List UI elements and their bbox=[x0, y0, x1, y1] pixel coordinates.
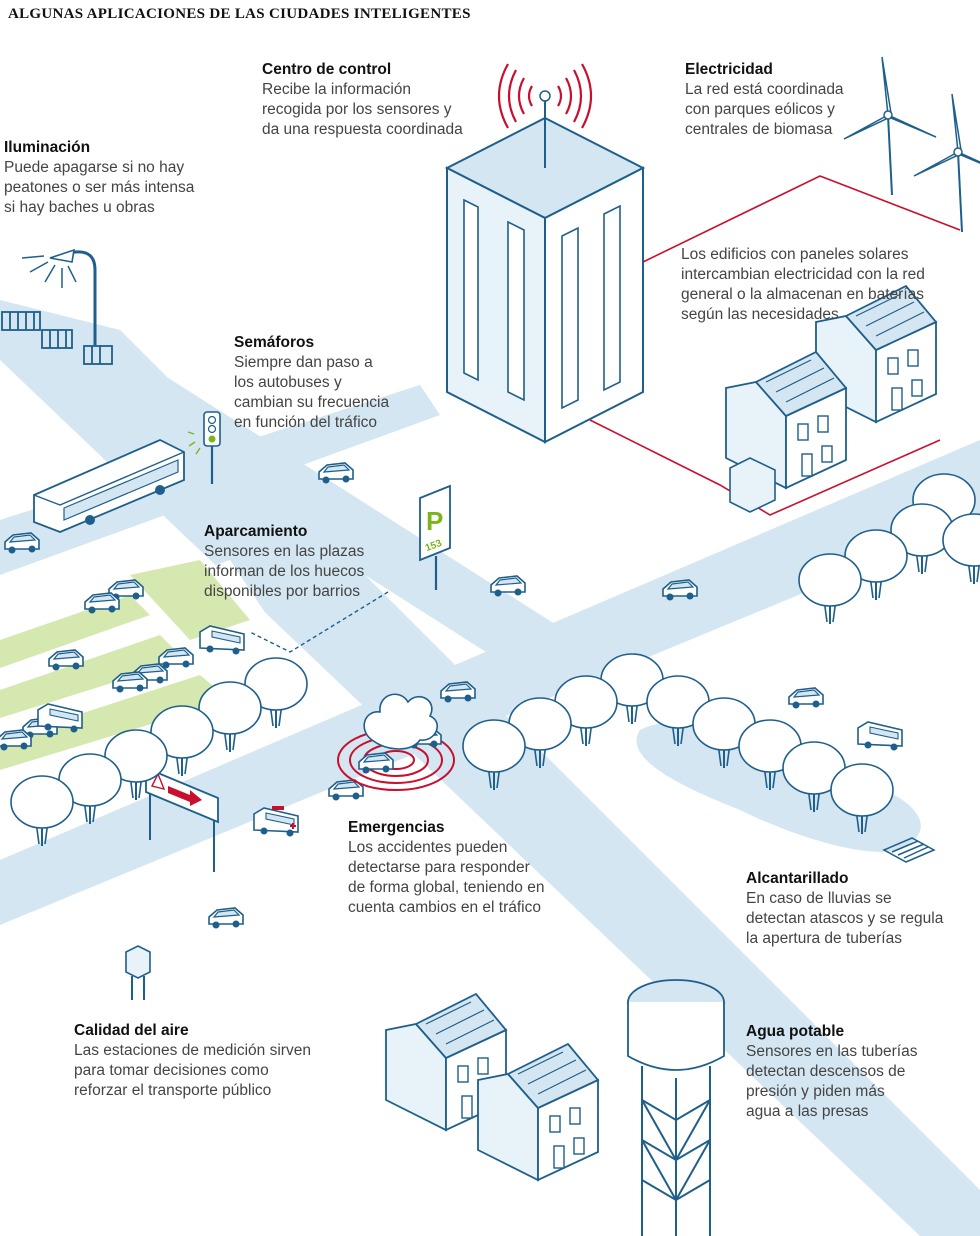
label-electricity: Electricidad La red está coordinada con … bbox=[685, 60, 844, 140]
label-lighting: Iluminación Puede apagarse si no hay pea… bbox=[4, 138, 194, 218]
label-lighting-body: Puede apagarse si no hay peatones o ser … bbox=[4, 159, 195, 216]
water-puddle bbox=[636, 721, 921, 852]
direction-sign bbox=[145, 766, 219, 872]
label-control-center-body: Recibe la información recogida por los s… bbox=[262, 81, 463, 138]
label-air-quality: Calidad del aire Las estaciones de medic… bbox=[74, 1021, 311, 1101]
label-electricity-body: La red está coordinada con parques eólic… bbox=[685, 81, 844, 138]
road-cross bbox=[0, 440, 980, 925]
label-solar: Los edificios con paneles solares interc… bbox=[681, 245, 925, 325]
label-sewerage-title: Alcantarillado bbox=[746, 870, 849, 887]
bus bbox=[33, 439, 185, 533]
control-center-building bbox=[444, 63, 646, 444]
label-drinking-water: Agua potable Sensores en las tuberías de… bbox=[746, 1022, 917, 1122]
parking-sign-letter: P bbox=[426, 506, 443, 536]
parking-dashed-connector bbox=[249, 591, 389, 653]
label-traffic-lights: Semáforos Siempre dan paso a los autobus… bbox=[234, 333, 389, 433]
label-traffic-lights-title: Semáforos bbox=[234, 334, 315, 351]
parking-sign: P 153 bbox=[419, 484, 451, 590]
water-tower bbox=[627, 979, 725, 1236]
wind-turbines bbox=[843, 56, 980, 233]
label-air-quality-body: Las estaciones de medición sirven para t… bbox=[74, 1042, 311, 1099]
street-light bbox=[1, 248, 113, 365]
solar-houses-bottom bbox=[385, 993, 599, 1181]
accident-alert bbox=[337, 693, 455, 791]
traffic-light bbox=[187, 411, 221, 484]
label-control-center: Centro de control Recibe la información … bbox=[262, 60, 463, 140]
label-air-quality-title: Calidad del aire bbox=[74, 1022, 189, 1039]
label-sewerage-body: En caso de lluvias se detectan atascos y… bbox=[746, 890, 944, 947]
air-quality-station bbox=[125, 945, 151, 1000]
label-parking-body: Sensores en las plazas informan de los h… bbox=[204, 543, 365, 600]
label-traffic-lights-body: Siempre dan paso a los autobuses y cambi… bbox=[234, 354, 390, 431]
power-lines bbox=[589, 175, 961, 516]
label-lighting-title: Iluminación bbox=[4, 139, 91, 156]
page-title: ALGUNAS APLICACIONES DE LAS CIUDADES INT… bbox=[8, 6, 471, 22]
barriers bbox=[1, 311, 113, 365]
label-drinking-water-body: Sensores en las tuberías detectan descen… bbox=[746, 1043, 918, 1120]
label-parking: Aparcamiento Sensores en las plazas info… bbox=[204, 522, 364, 602]
smoke-cloud bbox=[363, 693, 438, 750]
ambulance bbox=[253, 806, 299, 838]
solar-houses-top bbox=[725, 285, 937, 513]
label-control-center-title: Centro de control bbox=[262, 61, 392, 78]
label-emergencies: Emergencias Los accidentes pueden detect… bbox=[348, 818, 544, 918]
signal-waves-icon bbox=[498, 63, 592, 129]
label-solar-body: Los edificios con paneles solares interc… bbox=[681, 246, 925, 323]
label-sewerage: Alcantarillado En caso de lluvias se det… bbox=[746, 869, 943, 949]
label-drinking-water-title: Agua potable bbox=[746, 1023, 845, 1040]
label-emergencies-body: Los accidentes pueden detectarse para re… bbox=[348, 839, 545, 916]
label-electricity-title: Electricidad bbox=[685, 61, 773, 78]
label-parking-title: Aparcamiento bbox=[204, 523, 308, 540]
label-emergencies-title: Emergencias bbox=[348, 819, 445, 836]
sewer-grate bbox=[882, 837, 936, 863]
